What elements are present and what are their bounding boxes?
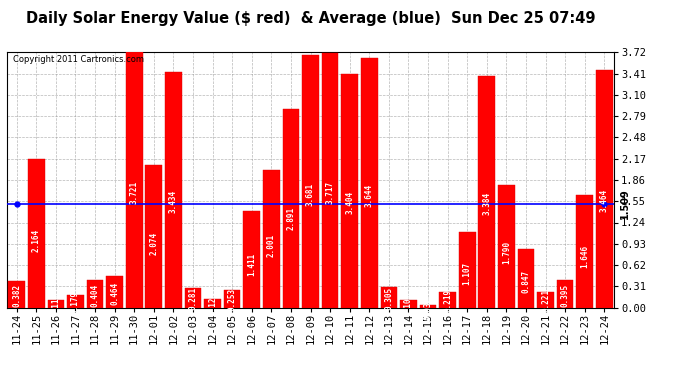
Text: 1.646: 1.646 xyxy=(580,245,589,268)
Text: Daily Solar Energy Value ($ red)  & Average (blue)  Sun Dec 25 07:49: Daily Solar Energy Value ($ red) & Avera… xyxy=(26,11,595,26)
Bar xyxy=(557,280,573,308)
Text: 1.509: 1.509 xyxy=(0,189,1,219)
Text: 0.305: 0.305 xyxy=(384,286,393,310)
Bar xyxy=(478,75,495,308)
Text: 0.281: 0.281 xyxy=(188,287,197,310)
Bar xyxy=(420,305,436,308)
Bar xyxy=(8,281,25,308)
Bar xyxy=(302,55,319,308)
Bar xyxy=(498,185,515,308)
Bar xyxy=(165,72,181,308)
Bar xyxy=(380,286,397,308)
Text: 0.109: 0.109 xyxy=(404,292,413,316)
Text: 3.464: 3.464 xyxy=(600,189,609,212)
Bar xyxy=(440,292,456,308)
Bar xyxy=(538,292,554,308)
Text: 2.891: 2.891 xyxy=(286,207,295,230)
Text: 1.107: 1.107 xyxy=(463,262,472,285)
Bar xyxy=(224,290,241,308)
Text: 0.219: 0.219 xyxy=(443,289,452,312)
Text: 1.411: 1.411 xyxy=(247,252,256,276)
Bar xyxy=(596,70,613,308)
Text: 3.404: 3.404 xyxy=(345,191,354,214)
Bar xyxy=(361,58,377,308)
Bar xyxy=(518,249,534,308)
Bar xyxy=(459,232,475,308)
Text: Copyright 2011 Cartronics.com: Copyright 2011 Cartronics.com xyxy=(13,55,144,64)
Text: 3.644: 3.644 xyxy=(365,183,374,207)
Text: 0.464: 0.464 xyxy=(110,282,119,305)
Text: 2.074: 2.074 xyxy=(149,232,158,255)
Bar xyxy=(67,295,83,307)
Text: 3.434: 3.434 xyxy=(169,190,178,213)
Text: 0.123: 0.123 xyxy=(208,292,217,315)
Text: 0.221: 0.221 xyxy=(541,289,550,312)
Text: 0.382: 0.382 xyxy=(12,284,21,307)
Text: 3.717: 3.717 xyxy=(326,181,335,204)
Bar xyxy=(106,276,123,308)
Bar xyxy=(263,170,279,308)
Text: 0.395: 0.395 xyxy=(561,284,570,307)
Text: 0.110: 0.110 xyxy=(51,292,60,316)
Text: 3.721: 3.721 xyxy=(130,181,139,204)
Text: 0.038: 0.038 xyxy=(424,297,433,320)
Text: 2.164: 2.164 xyxy=(32,229,41,252)
Bar xyxy=(126,53,143,308)
Text: 3.384: 3.384 xyxy=(482,192,491,214)
Text: 0.404: 0.404 xyxy=(90,284,99,307)
Text: 0.179: 0.179 xyxy=(71,290,80,314)
Bar xyxy=(204,299,221,307)
Bar xyxy=(283,110,299,308)
Bar xyxy=(576,195,593,308)
Bar xyxy=(400,300,417,307)
Text: 3.681: 3.681 xyxy=(306,182,315,206)
Text: 0.847: 0.847 xyxy=(522,270,531,293)
Bar xyxy=(185,288,201,308)
Text: 0.253: 0.253 xyxy=(228,288,237,311)
Text: 1.790: 1.790 xyxy=(502,241,511,264)
Bar xyxy=(146,165,162,308)
Bar xyxy=(28,159,45,308)
Bar xyxy=(48,300,64,307)
Bar xyxy=(244,211,260,308)
Text: 2.001: 2.001 xyxy=(267,234,276,257)
Bar xyxy=(87,280,104,308)
Text: 1.509: 1.509 xyxy=(620,189,630,219)
Bar xyxy=(322,53,338,307)
Bar xyxy=(342,74,358,307)
